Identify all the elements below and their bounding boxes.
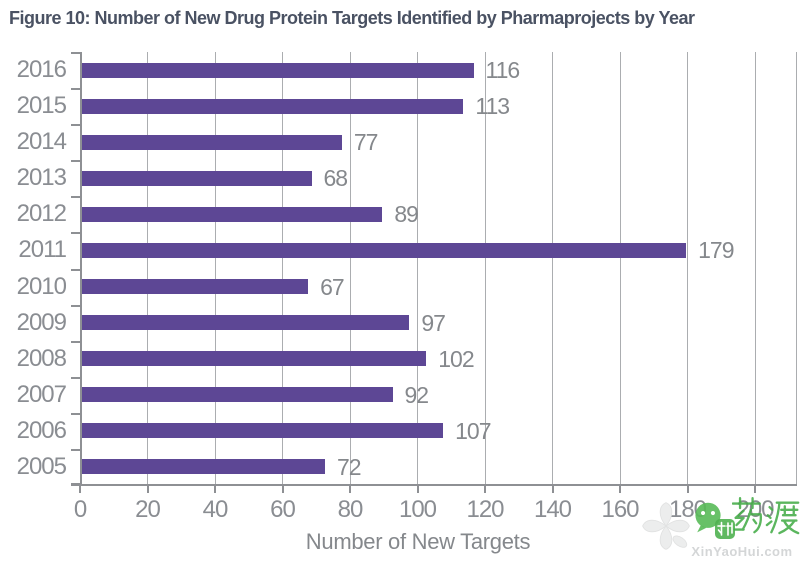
x-axis-tick-0 (79, 486, 81, 493)
gridline-20 (147, 52, 148, 485)
gridline-160 (619, 52, 621, 485)
gridline-40 (214, 52, 216, 485)
x-tick-label-100: 100 (398, 496, 437, 523)
gridline-60 (282, 52, 283, 485)
y-axis-tick (71, 340, 80, 343)
x-axis-line (71, 484, 797, 486)
y-axis-tick (71, 160, 80, 163)
value-label-2007: 92 (404, 381, 430, 408)
gridline-120 (484, 52, 486, 485)
y-label-2008: 2008 (16, 344, 67, 372)
x-tick-label-20: 20 (135, 496, 161, 523)
x-tick-label-120: 120 (466, 496, 504, 523)
gridline-100 (417, 52, 418, 485)
y-label-2005: 2005 (16, 452, 67, 480)
y-axis-tick (71, 304, 80, 307)
gridline-80 (349, 52, 351, 485)
yaodu-cn-text: 药渡 (638, 490, 639, 491)
x-axis-tick-120 (484, 486, 486, 493)
plot-area: 0 20 40 60 80 100 120 140 160 180 200 2016 116 2015 11… (17, 52, 797, 523)
bar-2006 (82, 423, 444, 439)
wechat-bubble-icon (695, 502, 721, 533)
watermark: 药渡 XinYaoHui.com (638, 490, 800, 566)
x-axis-title: Number of New Targets (305, 529, 531, 554)
y-axis-tick (71, 376, 80, 379)
bar-2014 (82, 134, 342, 150)
value-label-2013: 68 (323, 165, 349, 192)
value-label-2009: 97 (421, 309, 446, 336)
new-badge-icon (715, 519, 735, 539)
bar-2016 (82, 62, 474, 78)
x-tick-label-60: 60 (270, 496, 296, 523)
watermark-url-text: XinYaoHui.com (691, 544, 793, 559)
y-label-2009: 2009 (16, 308, 67, 336)
bar-2015 (82, 98, 464, 114)
y-axis-tick (71, 196, 80, 199)
x-axis-tick-200 (754, 486, 756, 493)
gridline-200 (754, 52, 756, 485)
y-axis-line (80, 52, 82, 485)
y-label-2010: 2010 (16, 272, 67, 300)
x-axis-tick-20 (146, 486, 149, 493)
y-axis-tick (71, 412, 80, 415)
gridline-140 (552, 52, 553, 485)
bar-2010 (82, 279, 309, 295)
y-label-2014: 2014 (16, 128, 67, 156)
value-label-2005: 72 (337, 453, 362, 480)
y-label-2016: 2016 (16, 56, 67, 83)
x-axis-tick-40 (214, 486, 216, 493)
y-label-2011: 2011 (18, 236, 67, 264)
y-axis-tick (71, 52, 80, 54)
bar-2009 (82, 315, 410, 331)
x-axis-tick-180 (686, 486, 689, 493)
y-label-2006: 2006 (16, 416, 67, 444)
y-label-2013: 2013 (16, 164, 67, 192)
plot-right-edge-line (796, 52, 797, 485)
y-label-2015: 2015 (16, 92, 67, 120)
y-label-2007: 2007 (16, 380, 67, 408)
value-label-2014: 77 (353, 129, 379, 156)
y-axis-tick (71, 448, 80, 451)
value-label-2011: 179 (698, 237, 734, 264)
y-axis-tick (71, 483, 80, 485)
chart-title: Figure 10: Number of New Drug Protein Ta… (9, 8, 695, 28)
bar-2013 (82, 170, 312, 186)
bar-2008 (82, 351, 427, 367)
x-axis-tick-80 (349, 486, 351, 493)
bar-2011 (82, 242, 687, 258)
value-label-2016: 116 (485, 57, 521, 83)
bar-2007 (82, 387, 393, 403)
x-tick-label-160: 160 (601, 496, 639, 523)
clover-flower-icon (642, 502, 690, 550)
x-tick-label-80: 80 (337, 496, 364, 523)
value-label-2015: 113 (475, 93, 510, 120)
y-axis-tick (71, 88, 80, 91)
bar-2005 (82, 459, 325, 475)
x-tick-label-40: 40 (202, 496, 229, 523)
yaodu-cn-text-icon (732, 497, 800, 535)
value-label-2008: 102 (438, 345, 474, 372)
x-axis-tick-60 (281, 486, 284, 493)
y-axis-tick (71, 124, 80, 127)
y-axis-tick (71, 268, 80, 271)
x-tick-label-140: 140 (533, 496, 572, 523)
y-axis-tick (71, 232, 80, 235)
x-axis-tick-100 (416, 486, 419, 493)
gridline-180 (687, 52, 688, 485)
x-tick-label-0: 0 (73, 496, 87, 523)
x-axis-tick-160 (619, 486, 621, 493)
value-label-2012: 89 (394, 201, 419, 228)
value-label-2010: 67 (320, 273, 345, 300)
bar-2012 (82, 206, 383, 222)
x-axis-tick-140 (551, 486, 554, 493)
y-label-2012: 2012 (16, 200, 67, 228)
value-label-2006: 107 (455, 417, 491, 444)
